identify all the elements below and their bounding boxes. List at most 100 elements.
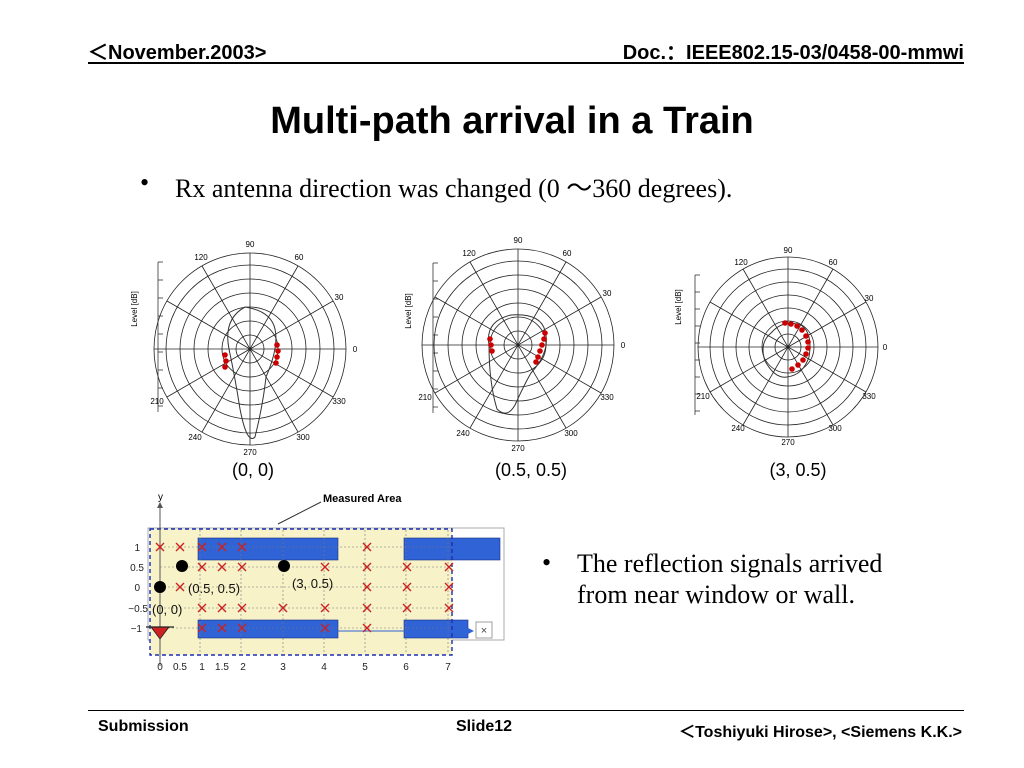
measured-point [487,336,493,342]
angle-label: 300 [828,424,842,433]
polar-axis-label: Level [dB] [674,289,683,325]
angle-label: 210 [696,392,710,401]
measured-point [222,352,228,358]
angle-label: 300 [296,433,310,442]
measured-point [799,327,805,333]
polar-trace [227,306,277,439]
measured-point [489,348,495,354]
angle-label: 30 [603,289,612,298]
x-tick: 4 [321,662,327,673]
measured-point [274,354,280,360]
selected-point [278,560,290,572]
measured-point [275,348,281,354]
angle-label: 30 [335,293,344,302]
measured-point [805,339,811,345]
angle-label: 90 [246,240,255,249]
point-label: (0, 0) [152,602,182,617]
measurement-points [155,542,454,633]
y-tick: 1 [134,543,140,554]
y-tick: 0 [134,583,140,594]
polar-axis-label: Level [dB] [404,293,413,329]
x-tick: 6 [403,662,409,673]
footer-slide-number: Slide12 [456,718,513,735]
angle-label: 0 [353,345,358,354]
close-icon-glyph: × [481,625,487,637]
grid-lines [160,530,452,654]
angle-label: 210 [150,397,164,406]
angle-label: 330 [332,397,346,406]
bullet-reflection-signals: • The reflection signals arrived from ne… [542,548,1002,628]
polar-axis-label: Level [dB] [130,291,139,327]
angle-label: 300 [564,429,578,438]
header-rule [88,62,964,64]
angle-label: 120 [734,258,748,267]
x-tick: 0 [157,662,163,673]
footer-author: ＜Toshiyuki Hirose>, <Siemens K.K.> [679,724,962,741]
measured-point [789,366,795,372]
polar-plot-3-0_5: Level [dB] 90 60 30 0 330 300 270 240 21… [674,246,888,447]
measured-point [537,348,543,354]
seat-block [197,619,339,639]
measured-point [794,323,800,329]
measured-point [274,342,280,348]
polar-grid [421,248,615,442]
measured-area-boundary [149,528,453,656]
x-tick: 0.5 [173,662,187,673]
measured-point [788,321,794,327]
measured-point [782,320,788,326]
angle-label: 120 [462,249,476,258]
selected-point [154,581,166,593]
x-tick: 1 [199,662,205,673]
bullet-antenna-direction: • Rx antenna direction was changed (0 ～3… [140,168,960,203]
angle-label: 0 [621,341,626,350]
angle-label: 0 [883,343,888,352]
angle-label: 210 [418,393,432,402]
bullet-line: The reflection signals arrived [577,549,883,578]
angle-label: 240 [188,433,202,442]
close-icon[interactable] [475,621,493,639]
seat-block [197,537,339,561]
angle-label: 120 [194,253,208,262]
angle-label: 270 [781,438,795,447]
y-tick: −0.5 [128,604,148,615]
angle-label: 270 [243,448,257,457]
measured-point [541,336,547,342]
angle-label: 90 [784,246,793,255]
angle-label: 60 [563,249,572,258]
x-tick: 1.5 [215,662,229,673]
bullet-text: Rx antenna direction was changed (0 ～360… [175,174,733,203]
point-label: (0.5, 0.5) [188,581,240,596]
polar-grid [697,256,879,438]
selected-point [176,560,188,572]
measured-point [539,342,545,348]
measured-point [535,354,541,360]
measured-point [488,342,494,348]
angle-label: 30 [865,294,874,303]
footer-submission: Submission [98,718,189,735]
header-doc-id: Doc.：IEEE802.15-03/0458-00-mmwi [622,42,964,64]
x-tick: 2 [240,662,246,673]
seat-block [403,619,469,639]
bullet-marker: • [542,548,552,577]
header-date: ＜November.2003> [88,42,267,64]
y-tick: −1 [131,624,143,635]
polar-grid [153,252,347,446]
x-tick: 7 [445,662,451,673]
bullet-text: The reflection signals arrived from near… [577,548,882,610]
x-tick: 5 [362,662,368,673]
measured-point [795,362,801,368]
angle-label: 90 [514,236,523,245]
footer-rule [88,710,964,711]
angle-label: 240 [731,424,745,433]
measured-point [533,359,539,365]
measured-point [542,330,548,336]
angle-label: 240 [456,429,470,438]
callout-line [277,501,322,525]
x-tick: 3 [280,662,286,673]
measured-point [222,364,228,370]
caption-position-0-0: (0, 0) [231,460,274,480]
measured-point [803,351,809,357]
measured-point [273,360,279,366]
measured-point [803,333,809,339]
bullet-marker: • [140,168,150,197]
